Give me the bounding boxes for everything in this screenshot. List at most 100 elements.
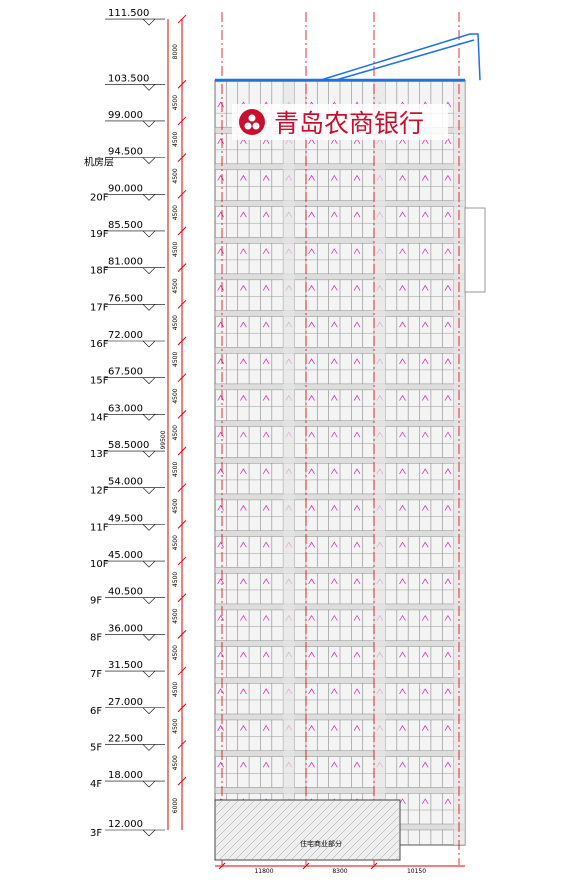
chevron [217, 468, 224, 475]
chevron [353, 578, 361, 585]
chevron [399, 578, 406, 585]
chevron [308, 248, 315, 255]
hatch [214, 799, 264, 849]
level-marker [142, 780, 156, 788]
level-label: 111.500 [108, 8, 149, 19]
dim-tick [177, 666, 187, 676]
floor-dim: 4500 [172, 352, 179, 367]
chevron [331, 211, 338, 218]
floor-label: 11F [90, 522, 109, 533]
chevron [217, 211, 224, 218]
chevron [444, 321, 452, 328]
hatch [378, 838, 401, 861]
chevron [421, 358, 429, 365]
chevron [262, 651, 270, 658]
hatch [242, 799, 304, 861]
chevron [399, 504, 406, 511]
chevron [240, 651, 247, 658]
chevron [308, 284, 315, 291]
chevron [217, 504, 224, 511]
chevron [240, 578, 247, 585]
chevron [331, 394, 338, 401]
chevron [308, 431, 315, 438]
chevron [399, 284, 406, 291]
level-marker [142, 304, 156, 311]
chevron [399, 321, 406, 328]
floor-dim: 8000 [172, 44, 179, 59]
level-label: 99.000 [108, 110, 143, 121]
chevron [399, 541, 406, 548]
level-marker [142, 340, 156, 348]
level-label: 36.000 [108, 623, 143, 634]
chevron [240, 614, 247, 621]
chevron [421, 174, 429, 181]
dim-tick [177, 189, 187, 199]
chevron [262, 614, 270, 621]
level-marker [142, 84, 156, 91]
floor-dim: 4500 [172, 498, 179, 513]
chevron [308, 358, 315, 365]
floor-dim: 4500 [172, 315, 179, 330]
chevron [308, 578, 315, 585]
dim-tick [177, 116, 187, 126]
level-marker [142, 230, 156, 238]
chevron [331, 614, 338, 621]
floor-label: 18F [90, 266, 109, 277]
logo-dot [248, 114, 256, 122]
level-marker [142, 267, 156, 275]
level-label: 12.000 [108, 819, 143, 830]
bottom-dim: 8300 [332, 868, 347, 875]
dim-tick [177, 263, 187, 273]
facade: 青岛农商银行 [214, 12, 486, 865]
floor-dim: 6000 [172, 798, 179, 813]
chevron [308, 394, 315, 401]
chevron [399, 761, 406, 768]
hatch [258, 799, 320, 861]
chevron [353, 688, 361, 695]
chevron [331, 724, 338, 731]
floor-label: 17F [90, 302, 109, 313]
chevron [399, 651, 406, 658]
chevron [217, 688, 224, 695]
chevron [262, 431, 270, 438]
hatch [282, 799, 344, 861]
level-marker [142, 377, 156, 385]
chevron [217, 101, 224, 108]
chevron [308, 504, 315, 511]
floor-label: 13F [90, 449, 109, 460]
dim-tick [177, 740, 187, 749]
chevron [444, 724, 452, 731]
chevron [421, 211, 429, 218]
spandrel-band [214, 567, 466, 574]
chevron [399, 211, 406, 218]
level-label: 45.000 [108, 550, 143, 561]
level-label: 40.500 [108, 587, 143, 598]
hatch [362, 822, 401, 861]
chevron [444, 578, 452, 585]
hatch [214, 799, 272, 857]
chevron [444, 541, 452, 548]
chevron [421, 688, 429, 695]
dim-tick [177, 446, 187, 456]
floor-dim: 4500 [172, 388, 179, 403]
chevron [331, 468, 338, 475]
chevron [308, 468, 315, 475]
chevron [444, 284, 452, 291]
level-marker [142, 450, 156, 458]
floor-label: 20F [90, 192, 109, 203]
level-label: 63.000 [108, 403, 143, 414]
chevron [399, 431, 406, 438]
chevron [331, 358, 338, 365]
chevron [240, 211, 247, 218]
chevron [444, 614, 452, 621]
hatch [346, 806, 401, 861]
chevron [217, 431, 224, 438]
dim-tick [177, 299, 187, 309]
hatch [250, 799, 312, 861]
floor-label: 8F [90, 632, 102, 643]
chevron [262, 248, 270, 255]
chevron [240, 394, 247, 401]
spandrel-band [214, 383, 466, 391]
hatch [214, 799, 224, 809]
